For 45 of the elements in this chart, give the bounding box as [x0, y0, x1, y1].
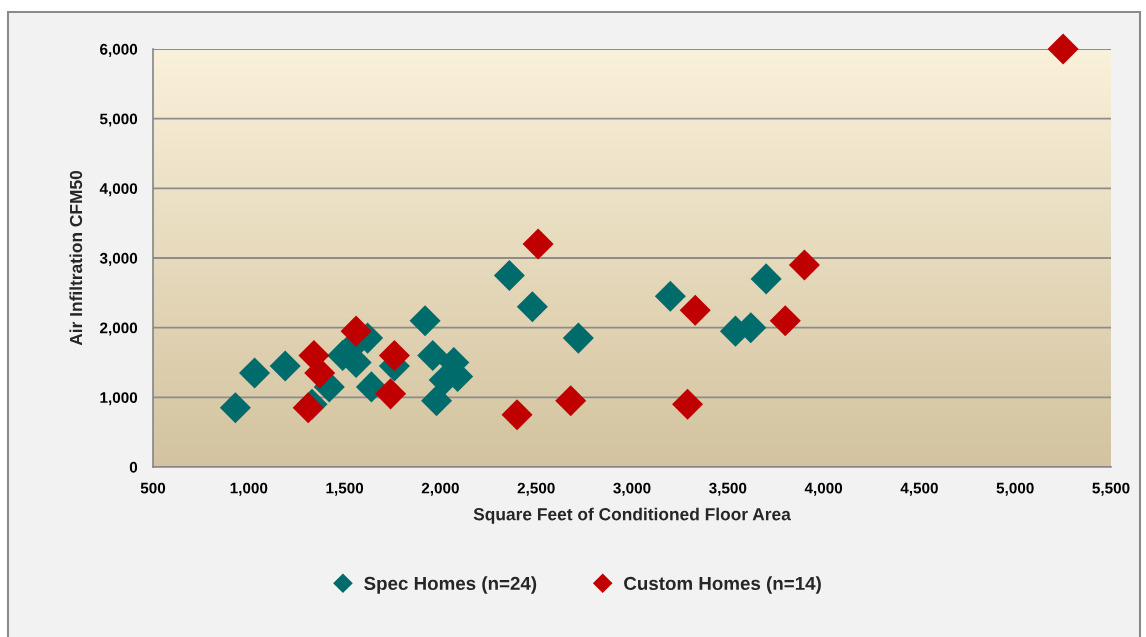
point: [375, 378, 407, 410]
y-tick-label: 6,000: [100, 43, 138, 57]
point: [355, 371, 387, 403]
point: [493, 259, 525, 291]
point: [421, 385, 453, 417]
point: [417, 340, 449, 372]
point: [219, 392, 251, 424]
y-tick-label: 3,000: [99, 252, 138, 266]
y-tick-label: 2,000: [100, 322, 138, 336]
point: [516, 291, 548, 323]
y-axis-title: Air Infiltration CFM50: [69, 170, 83, 346]
x-tick-label: 5,000: [996, 482, 1034, 496]
point: [239, 357, 271, 389]
x-tick-label: 500: [140, 482, 166, 494]
x-axis-title: Square Feet of Conditioned Floor Area: [473, 507, 791, 524]
x-tick-label: 5,500: [1092, 482, 1130, 496]
point: [788, 249, 820, 281]
legend-label: Spec Homes (n=24): [364, 576, 537, 594]
x-tick-label: 1,500: [326, 482, 364, 496]
x-tick-label: 2,500: [517, 482, 555, 496]
point: [501, 399, 533, 431]
point: [522, 228, 554, 260]
point: [672, 388, 704, 420]
x-tick-label: 4,500: [900, 482, 938, 496]
x-tick-label: 2,000: [421, 482, 459, 496]
y-tick-label: 5,000: [99, 113, 138, 127]
point: [562, 322, 594, 354]
x-tick-label: 1,000: [230, 482, 268, 496]
y-tick-label: 4,000: [99, 183, 138, 197]
point: [769, 305, 801, 337]
point: [269, 350, 301, 382]
point: [1047, 33, 1079, 65]
point: [654, 280, 686, 312]
y-tick-label: 1,000: [100, 392, 138, 406]
legend-label: Custom Homes (n=14): [624, 576, 821, 594]
point: [409, 305, 441, 337]
x-tick-label: 3,000: [613, 482, 651, 496]
point: [340, 315, 372, 347]
point: [679, 294, 711, 326]
point: [555, 385, 587, 417]
point: [750, 263, 782, 295]
y-tick-label: 0: [129, 461, 138, 473]
point: [378, 340, 410, 372]
x-tick-label: 4,000: [804, 482, 843, 496]
x-tick-label: 3,500: [709, 482, 747, 496]
